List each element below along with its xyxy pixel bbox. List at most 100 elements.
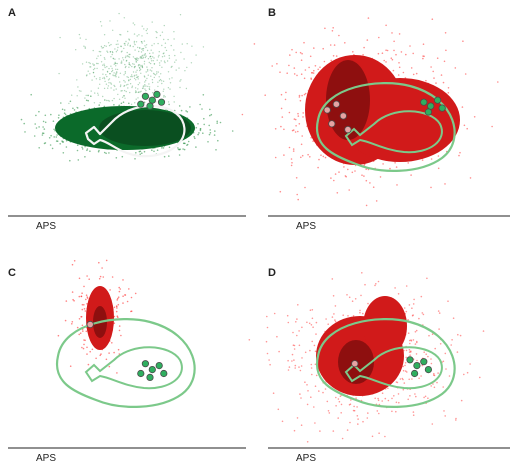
population-point [135, 61, 138, 63]
population-point [444, 352, 447, 355]
population-point [375, 200, 378, 202]
population-point [266, 352, 269, 355]
population-point [406, 371, 408, 373]
population-point [398, 33, 401, 35]
population-point [393, 395, 395, 397]
population-point [138, 82, 141, 84]
population-point [166, 60, 169, 62]
population-point [361, 272, 363, 274]
population-point [266, 326, 269, 329]
population-point [312, 140, 314, 142]
population-point [411, 378, 413, 380]
population-point [128, 56, 131, 58]
population-point [340, 412, 342, 414]
population-point [153, 63, 155, 65]
population-point [141, 55, 143, 57]
population-point [123, 43, 126, 45]
population-point [138, 66, 141, 69]
population-point [128, 38, 130, 40]
population-point [213, 134, 216, 136]
population-point [356, 415, 359, 417]
population-point [85, 99, 88, 102]
population-point [102, 46, 105, 49]
population-point [436, 57, 439, 59]
population-point [391, 397, 393, 400]
population-point [114, 74, 117, 77]
population-point [76, 95, 78, 97]
population-point [72, 107, 74, 110]
population-point [376, 410, 379, 412]
population-point [99, 21, 102, 23]
population-point [362, 312, 364, 315]
population-point [195, 54, 197, 56]
population-point [389, 167, 391, 170]
population-point [300, 73, 303, 75]
population-point [415, 72, 418, 75]
population-point [139, 57, 141, 59]
population-point [134, 102, 136, 104]
population-point [443, 60, 446, 63]
population-point [137, 83, 139, 86]
population-point [51, 147, 54, 150]
population-point [106, 50, 108, 52]
population-point [430, 358, 432, 360]
population-point [414, 343, 417, 345]
population-point [76, 149, 79, 152]
population-point [360, 294, 362, 297]
population-point [86, 148, 89, 150]
population-point [336, 192, 339, 194]
population-point [334, 305, 337, 307]
population-point [73, 300, 75, 302]
population-point [322, 391, 324, 394]
population-point [151, 149, 153, 151]
population-point [151, 79, 154, 81]
population-point [141, 25, 143, 27]
population-point [421, 364, 424, 367]
population-point [148, 86, 151, 88]
population-point [111, 51, 114, 53]
population-point [430, 158, 433, 160]
population-point [124, 81, 126, 83]
population-point [460, 399, 463, 402]
population-point [433, 372, 435, 375]
population-point [409, 395, 411, 397]
population-point [173, 101, 175, 103]
population-point [41, 132, 44, 134]
panel-b-x-label: APS [296, 221, 316, 232]
population-point [105, 83, 108, 85]
population-point [133, 77, 136, 80]
population-point [145, 44, 148, 46]
population-point [143, 54, 145, 56]
population-point [120, 45, 122, 48]
population-point [395, 53, 397, 56]
population-point [194, 137, 196, 140]
population-point [199, 103, 201, 106]
population-point [402, 365, 404, 368]
population-point [289, 54, 291, 56]
population-point [217, 139, 219, 142]
population-density-core [363, 296, 407, 356]
marker-point [411, 369, 419, 378]
population-point [119, 33, 121, 36]
population-point [128, 53, 130, 56]
population-point [457, 333, 459, 336]
population-point [145, 85, 147, 87]
population-point [110, 56, 112, 58]
population-point [65, 300, 68, 302]
population-point [150, 58, 152, 60]
marker-point [344, 126, 352, 134]
population-point [322, 155, 325, 158]
population-point [111, 53, 113, 56]
population-point [86, 149, 88, 152]
population-point [170, 44, 172, 47]
population-point [171, 65, 173, 68]
population-point [38, 110, 40, 113]
population-point [198, 132, 200, 134]
population-point [287, 321, 290, 324]
population-point [118, 76, 120, 78]
population-point [99, 83, 101, 86]
population-point [156, 149, 159, 151]
population-point [344, 42, 346, 44]
panel-d-contours [315, 318, 456, 408]
population-point [168, 57, 171, 59]
